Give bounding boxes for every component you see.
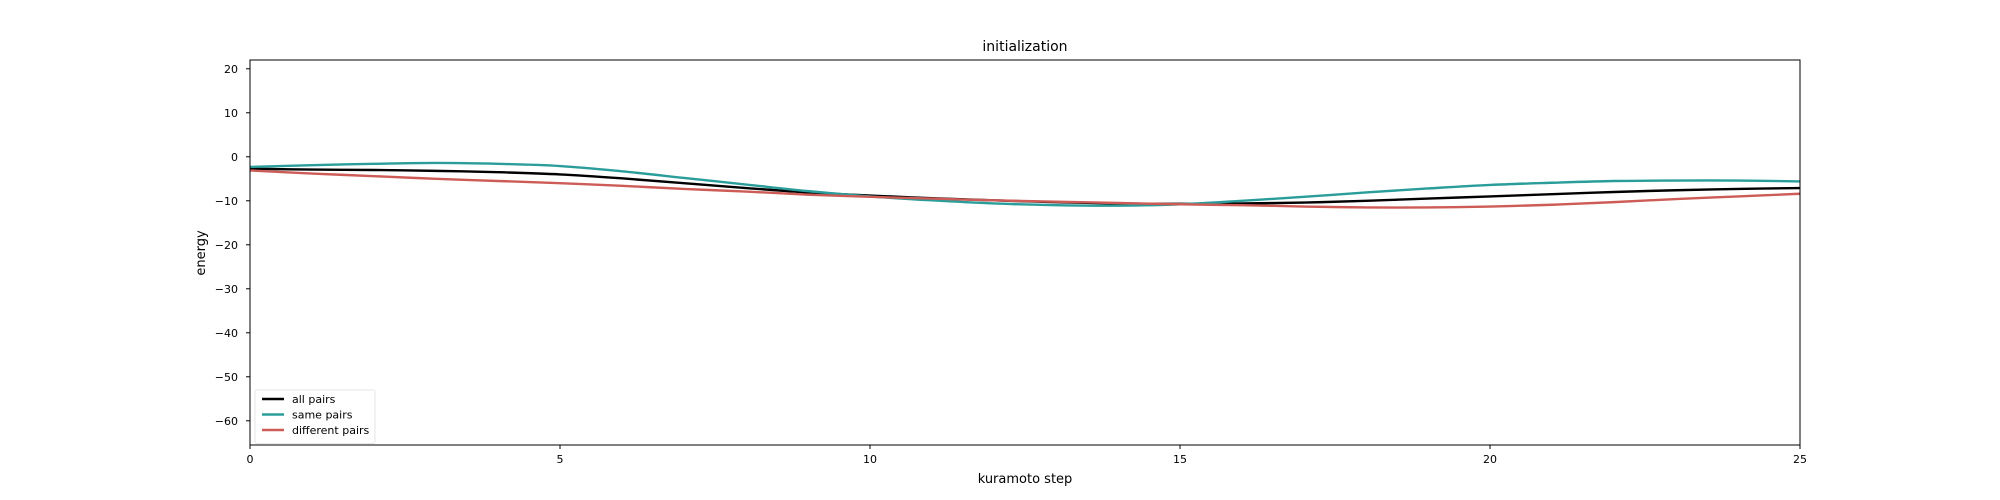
legend-label: same pairs [292,409,353,422]
series-line-same-pairs [249,161,1801,207]
y-tick-label: 20 [224,63,238,76]
chart-title: initialization [982,39,1067,55]
y-tick-label: 10 [224,107,238,120]
x-tick-label: 0 [247,453,254,466]
x-tick-label: 5 [557,453,564,466]
x-axis: 0 5 10 15 20 25 [247,445,1807,466]
legend-label: all pairs [292,393,336,406]
series-line-all-pairs [249,167,1801,206]
legend-box [254,389,376,444]
series-line-different-pairs [249,169,1801,209]
plot-frame [249,59,1801,446]
x-tick-label: 10 [863,453,877,466]
x-axis-label: kuramoto step [978,472,1073,487]
y-tick-label: −10 [215,195,238,208]
legend: all pairs same pairs different pairs [254,389,376,444]
series-lines [249,161,1801,209]
x-tick-label: 15 [1173,453,1187,466]
y-tick-label: −30 [215,283,238,296]
y-axis-label: energy [194,230,209,276]
x-tick-label: 20 [1483,453,1497,466]
y-tick-label: −40 [215,327,238,340]
x-tick-label: 25 [1793,453,1807,466]
y-axis: 20 10 0 −10 −20 −30 −40 −50 −60 [215,63,250,428]
y-tick-label: −50 [215,371,238,384]
y-tick-label: −60 [215,415,238,428]
y-tick-label: 0 [231,151,238,164]
y-tick-label: −20 [215,239,238,252]
legend-label: different pairs [292,424,370,437]
